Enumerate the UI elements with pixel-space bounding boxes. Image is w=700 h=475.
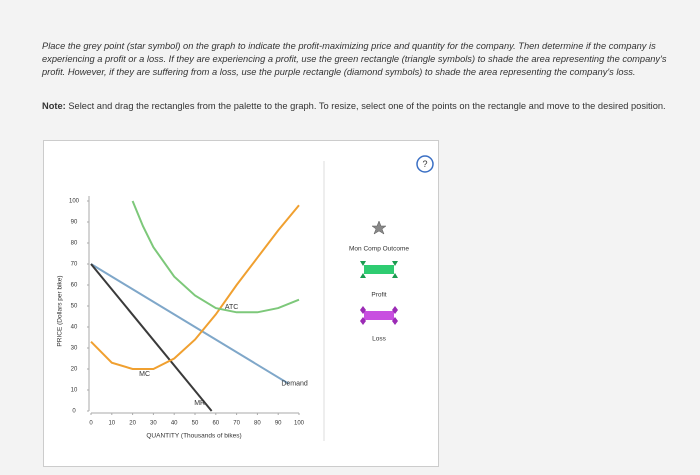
help-button[interactable]: ?: [416, 155, 434, 173]
x-tick-label: 70: [233, 421, 240, 427]
curve-label: Demand: [281, 381, 308, 388]
note-label: Note:: [42, 101, 66, 111]
y-tick-label: 100: [69, 199, 80, 205]
star-point[interactable]: [371, 220, 387, 235]
help-circle[interactable]: [416, 155, 434, 173]
curve: [90, 263, 213, 412]
x-tick-label: 20: [129, 421, 136, 427]
curve-label: MR: [194, 400, 205, 407]
note-text: Select and drag the rectangles from the …: [68, 101, 666, 111]
x-tick-label: 50: [192, 421, 199, 427]
profit-fill[interactable]: [364, 265, 394, 274]
x-tick-label: 10: [108, 421, 115, 427]
y-tick-label: 90: [71, 220, 78, 226]
palette-profit-label: Profit: [371, 292, 386, 299]
graph-panel: ? Mon Comp Outcome Profit Loss PRICE (Do…: [43, 140, 439, 467]
profit-rect[interactable]: [360, 261, 398, 278]
x-tick-label: 60: [212, 421, 219, 427]
y-tick-label: 40: [71, 325, 78, 331]
curve-label: MC: [139, 371, 150, 378]
help-icon[interactable]: ?: [422, 159, 427, 169]
x-tick-label: 30: [150, 421, 157, 427]
x-tick-label: 40: [171, 421, 178, 427]
curve-label: ATC: [225, 304, 238, 311]
y-tick-label: 60: [71, 283, 78, 289]
curve: [90, 263, 290, 385]
palette-loss-label: Loss: [372, 336, 386, 343]
x-tick-label: 80: [254, 421, 261, 427]
loss-fill[interactable]: [364, 311, 394, 320]
y-tick-label: 0: [72, 409, 76, 415]
y-axis-title: PRICE (Dollars per bike): [57, 275, 64, 346]
y-tick-label: 30: [71, 346, 78, 352]
y-tick-label: 70: [71, 262, 78, 268]
x-tick-label: 100: [294, 421, 305, 427]
palette-point-label: Mon Comp Outcome: [349, 246, 409, 253]
curve: [90, 204, 300, 370]
chart: ? Mon Comp Outcome Profit Loss PRICE (Do…: [57, 155, 434, 441]
loss-rect[interactable]: [360, 306, 398, 325]
instructions: Place the grey point (star symbol) on th…: [42, 41, 667, 77]
x-tick-label: 90: [275, 421, 282, 427]
y-tick-label: 10: [71, 388, 78, 394]
note: Note: Select and drag the rectangles fro…: [42, 100, 667, 113]
y-tick-label: 50: [71, 304, 78, 310]
x-tick-label: 0: [89, 421, 93, 427]
x-axis-title: QUANTITY (Thousands of bikes): [146, 433, 241, 440]
y-tick-label: 80: [71, 241, 78, 247]
curve: [131, 200, 300, 314]
y-tick-label: 20: [71, 367, 78, 373]
